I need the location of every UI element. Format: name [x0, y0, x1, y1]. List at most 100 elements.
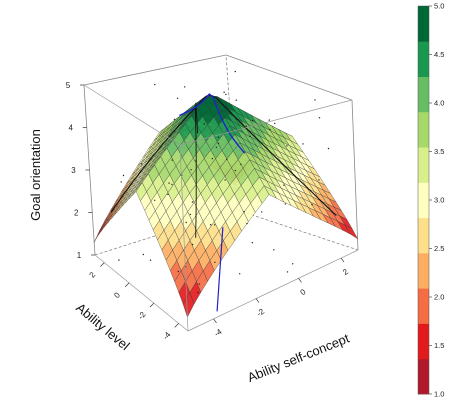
colorbar-segment: [418, 147, 429, 183]
z-tick-label: 4: [69, 124, 74, 133]
colorbar-segment: [418, 288, 429, 324]
data-point: [189, 213, 192, 216]
y-tick-label: -4: [213, 327, 224, 339]
x-tick-label: 2: [88, 270, 98, 280]
box-edge: [187, 249, 359, 332]
data-point: [249, 135, 251, 138]
surface-line: [194, 102, 198, 238]
data-point: [122, 174, 125, 177]
colorbar-segment: [418, 323, 429, 360]
data-point: [273, 249, 275, 251]
data-point: [214, 224, 216, 226]
surface-line: [216, 227, 224, 312]
y-axis-tick: [255, 298, 260, 303]
data-point: [234, 169, 236, 172]
data-point: [245, 125, 247, 127]
data-point: [268, 119, 270, 121]
data-point: [226, 158, 228, 161]
data-point: [190, 169, 192, 171]
data-point: [203, 123, 205, 125]
box-edge: [225, 54, 353, 101]
data-point: [215, 146, 218, 148]
data-point: [197, 291, 199, 294]
data-point: [173, 118, 176, 121]
colorbar-segment: [418, 6, 429, 42]
data-point: [292, 263, 294, 265]
colorbar-segment: [418, 111, 429, 148]
data-point: [154, 199, 156, 201]
surface-line: [179, 93, 246, 154]
box-edge: [94, 254, 189, 332]
z-axis-title: Goal orientation: [28, 129, 43, 221]
data-point: [252, 119, 254, 122]
data-point: [198, 283, 200, 285]
data-point: [191, 243, 194, 246]
data-point: [149, 259, 152, 261]
data-point: [283, 184, 285, 186]
data-point: [184, 86, 186, 88]
data-point: [154, 83, 156, 86]
data-point: [239, 273, 241, 275]
data-point: [235, 99, 237, 101]
colorbar-tick-label: 3.0: [434, 196, 444, 205]
data-point: [171, 183, 173, 186]
data-point: [286, 271, 289, 273]
data-point: [224, 179, 226, 181]
data-point: [168, 182, 170, 184]
data-point: [214, 261, 216, 263]
data-point: [327, 147, 330, 150]
data-point: [240, 163, 242, 165]
y-tick-label: 2: [341, 267, 350, 277]
y-axis-tick: [340, 257, 345, 263]
data-point: [223, 91, 225, 93]
data-point: [191, 201, 194, 203]
data-point: [177, 270, 179, 273]
data-point: [286, 145, 288, 147]
data-point: [142, 253, 144, 256]
z-tick-label: 5: [66, 81, 71, 90]
box-edge: [83, 84, 181, 146]
data-point: [217, 136, 220, 138]
data-point: [261, 211, 263, 213]
colorbar-tick-label: 4.0: [434, 99, 444, 108]
colorbar-tick-label: 5.0: [434, 2, 444, 11]
box-edge: [179, 144, 189, 332]
x-axis-tick: [149, 302, 155, 308]
data-point: [176, 97, 179, 100]
colorbar-segment: [418, 358, 429, 395]
y-tick-label: -2: [255, 307, 266, 319]
data-point: [210, 224, 212, 226]
colorbar-segment: [418, 76, 429, 113]
data-point: [118, 259, 120, 261]
y-axis-title: Ability self-concept: [245, 330, 351, 385]
colorbar-segment: [418, 252, 429, 289]
z-tick-label: 3: [71, 166, 76, 175]
data-point: [234, 70, 236, 73]
data-point: [243, 211, 245, 213]
x-axis-title: Ability level: [73, 300, 133, 353]
x-axis-tick: [124, 282, 130, 288]
data-point: [269, 128, 271, 131]
z-tick-label: 2: [74, 209, 79, 218]
colorbar-tick-label: 3.5: [434, 147, 444, 156]
x-axis-tick: [174, 323, 179, 328]
data-point: [251, 242, 254, 244]
y-tick-label: 0: [299, 287, 308, 297]
box-edge: [179, 99, 353, 146]
data-point: [120, 181, 122, 183]
box-edge: [351, 99, 359, 251]
x-axis-tick: [100, 262, 105, 267]
data-point: [167, 193, 169, 196]
surface-cell: [182, 292, 195, 318]
data-point: [217, 142, 220, 145]
colorbar-tick-label: 1.0: [434, 390, 444, 399]
y-axis-tick: [213, 318, 217, 324]
data-point: [311, 204, 313, 206]
x-tick-label: 0: [112, 290, 122, 300]
z-tick-label: 1: [77, 251, 82, 260]
data-point: [171, 159, 173, 161]
colorbar-segment: [418, 217, 429, 254]
data-point: [274, 122, 276, 125]
